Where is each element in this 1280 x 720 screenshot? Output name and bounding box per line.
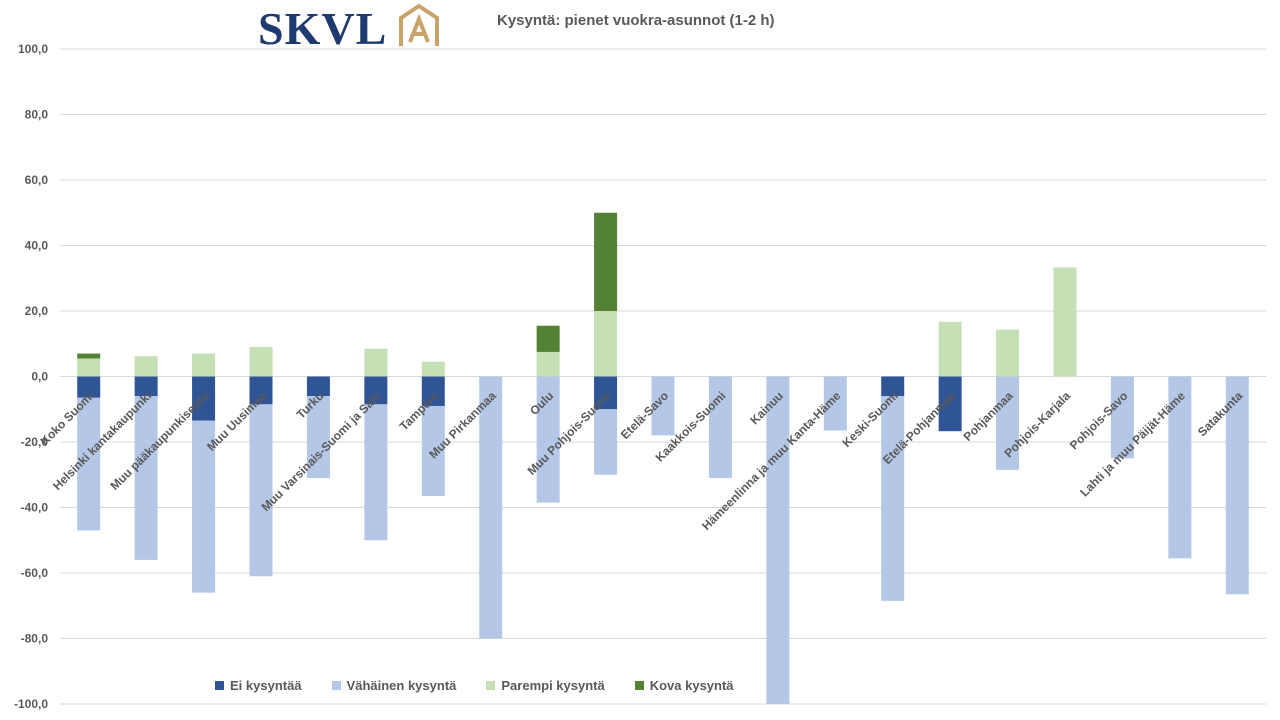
y-tick-label: -20,0 [21,435,49,449]
bar-segment [364,404,388,541]
bar-segment [881,376,905,397]
bar-segment [651,376,675,436]
bar-segment [766,376,790,704]
legend-label: Vähäinen kysyntä [346,678,457,693]
y-tick-label: 0,0 [31,370,48,384]
y-tick-label: 100,0 [18,42,48,56]
bar-segment [421,361,445,377]
logo-text: SKVL [258,3,387,50]
y-tick-label: 20,0 [25,304,49,318]
bar-segment [479,376,503,639]
bar-segment [938,321,962,377]
bar-segment [594,409,618,475]
bar-segment [536,351,560,377]
legend-item: Ei kysyntää [215,678,302,693]
bar-segment [421,376,445,406]
y-tick-label: 40,0 [25,239,49,253]
legend-item: Vähäinen kysyntä [331,678,457,693]
bar-segment [1168,376,1192,559]
bar-segment [421,405,445,497]
y-tick-label: -60,0 [21,566,49,580]
y-tick-label: 80,0 [25,108,49,122]
bar-segment [881,396,905,601]
legend-swatch [486,681,496,690]
bar-segment [1225,376,1249,595]
legend-swatch [634,681,644,690]
bar-segment [192,420,216,593]
bar-segment [1053,267,1077,377]
bar-segment [249,376,273,405]
bar-segment [708,376,732,479]
y-tick-label: -80,0 [21,632,49,646]
legend-swatch [331,681,341,690]
bar-segment [134,356,158,377]
bar-segment [249,404,273,577]
bar-segment [364,348,388,377]
bar-segment [249,347,273,377]
chart-title: Kysyntä: pienet vuokra-asunnot (1-2 h) [497,12,775,29]
bar-segment [1110,376,1134,459]
bar-segment [536,376,560,503]
legend-label: Parempi kysyntä [501,678,605,693]
bar-segment [306,396,330,479]
legend-label: Kova kysyntä [649,678,734,693]
bar-segment [996,329,1020,377]
bar-segment [364,376,388,405]
bar-segment [536,325,560,352]
legend-item: Parempi kysyntä [486,678,605,693]
bar-segment [134,376,158,397]
bar-segment [594,212,618,311]
y-tick-label: -100,0 [14,697,48,711]
bar-segment [192,353,216,377]
skvl-logo: SKVL [258,2,443,54]
bar-segment [306,376,330,397]
legend: Ei kysyntää Vähäinen kysyntä Parempi kysyn… [215,678,764,693]
bar-segment [938,376,962,432]
bar-segment [77,397,101,531]
bar-segment [594,376,618,410]
logo-badge-icon [399,3,439,46]
bar-segment [77,376,101,398]
bar-segment [594,311,618,377]
y-tick-label: -40,0 [21,501,49,515]
bar-segment [77,353,101,359]
bar-segment [996,376,1020,470]
bar-segment [823,376,847,431]
y-tick-label: 60,0 [25,173,49,187]
legend-swatch [215,681,224,690]
legend-item: Kova kysyntä [634,678,734,693]
legend-label: Ei kysyntää [230,678,302,693]
bar-segment [77,358,101,377]
bar-segment [192,376,216,421]
bar-segment [134,396,158,560]
